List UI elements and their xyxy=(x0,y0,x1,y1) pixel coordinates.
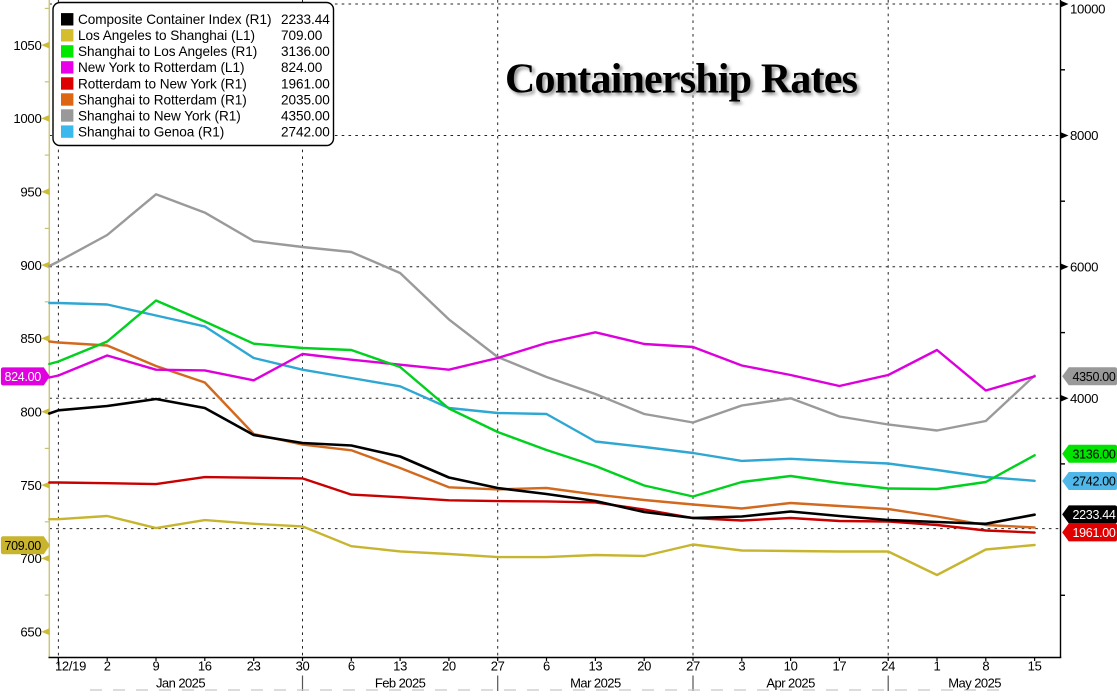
svg-text:6: 6 xyxy=(348,659,355,674)
svg-text:Jan 2025: Jan 2025 xyxy=(156,676,205,691)
svg-text:20: 20 xyxy=(637,659,651,674)
svg-text:2233.44: 2233.44 xyxy=(281,12,330,27)
svg-text:Feb 2025: Feb 2025 xyxy=(375,676,426,691)
svg-text:2233.44: 2233.44 xyxy=(1073,508,1116,522)
svg-text:Containership Rates: Containership Rates xyxy=(505,57,858,103)
svg-text:824.00: 824.00 xyxy=(5,370,42,384)
svg-text:4350.00: 4350.00 xyxy=(281,108,330,123)
svg-text:4350.00: 4350.00 xyxy=(1073,370,1116,384)
svg-text:709.00: 709.00 xyxy=(281,28,323,43)
svg-text:Containership Rates: Containership Rates xyxy=(508,59,861,105)
svg-text:30: 30 xyxy=(296,659,310,674)
svg-text:9: 9 xyxy=(153,659,160,674)
svg-text:950: 950 xyxy=(20,184,41,199)
svg-text:15: 15 xyxy=(1028,659,1042,674)
svg-text:Shanghai to New York (R1): Shanghai to New York (R1) xyxy=(78,108,241,123)
svg-text:4000: 4000 xyxy=(1070,391,1098,406)
svg-text:Shanghai to Genoa (R1): Shanghai to Genoa (R1) xyxy=(78,124,224,139)
svg-text:Composite Container Index (R1): Composite Container Index (R1) xyxy=(78,12,271,27)
svg-text:2: 2 xyxy=(104,659,111,674)
svg-text:Shanghai to Los Angeles (R1): Shanghai to Los Angeles (R1) xyxy=(78,44,257,59)
svg-text:6: 6 xyxy=(543,659,550,674)
svg-text:23: 23 xyxy=(247,659,261,674)
svg-text:12/19: 12/19 xyxy=(55,659,86,674)
svg-text:700: 700 xyxy=(20,551,41,566)
svg-text:13: 13 xyxy=(588,659,602,674)
svg-text:800: 800 xyxy=(20,404,41,419)
svg-text:24: 24 xyxy=(881,659,895,674)
svg-text:8000: 8000 xyxy=(1070,128,1098,143)
svg-text:Shanghai to Rotterdam (R1): Shanghai to Rotterdam (R1) xyxy=(78,92,247,107)
svg-text:750: 750 xyxy=(20,478,41,493)
svg-text:900: 900 xyxy=(20,258,41,273)
svg-text:13: 13 xyxy=(393,659,407,674)
svg-text:17: 17 xyxy=(832,659,846,674)
svg-text:850: 850 xyxy=(20,331,41,346)
svg-text:1961.00: 1961.00 xyxy=(1073,526,1116,540)
svg-text:1961.00: 1961.00 xyxy=(281,76,330,91)
svg-text:New York to Rotterdam (L1): New York to Rotterdam (L1) xyxy=(78,60,244,75)
svg-text:2035.00: 2035.00 xyxy=(281,92,330,107)
svg-text:Los Angeles to Shanghai (L1): Los Angeles to Shanghai (L1) xyxy=(78,28,255,43)
svg-text:3136.00: 3136.00 xyxy=(1073,447,1116,461)
svg-text:6000: 6000 xyxy=(1070,260,1098,275)
svg-text:2742.00: 2742.00 xyxy=(281,124,330,139)
svg-text:10000: 10000 xyxy=(1070,2,1105,17)
svg-text:3136.00: 3136.00 xyxy=(281,44,330,59)
svg-text:824.00: 824.00 xyxy=(281,60,323,75)
svg-text:27: 27 xyxy=(686,659,700,674)
svg-text:27: 27 xyxy=(491,659,505,674)
svg-text:10: 10 xyxy=(784,659,798,674)
svg-text:16: 16 xyxy=(198,659,212,674)
svg-text:May 2025: May 2025 xyxy=(948,676,1001,691)
svg-text:2742.00: 2742.00 xyxy=(1073,475,1116,489)
svg-text:1000: 1000 xyxy=(13,111,41,126)
svg-text:709.00: 709.00 xyxy=(5,539,42,553)
svg-text:650: 650 xyxy=(20,624,41,639)
svg-text:1050: 1050 xyxy=(13,38,41,53)
svg-text:1: 1 xyxy=(934,659,941,674)
svg-text:3: 3 xyxy=(738,659,745,674)
svg-text:Mar 2025: Mar 2025 xyxy=(570,676,621,691)
svg-text:20: 20 xyxy=(442,659,456,674)
svg-text:Rotterdam to New York (R1): Rotterdam to New York (R1) xyxy=(78,76,247,91)
svg-text:8: 8 xyxy=(982,659,989,674)
svg-text:Apr 2025: Apr 2025 xyxy=(766,676,815,691)
